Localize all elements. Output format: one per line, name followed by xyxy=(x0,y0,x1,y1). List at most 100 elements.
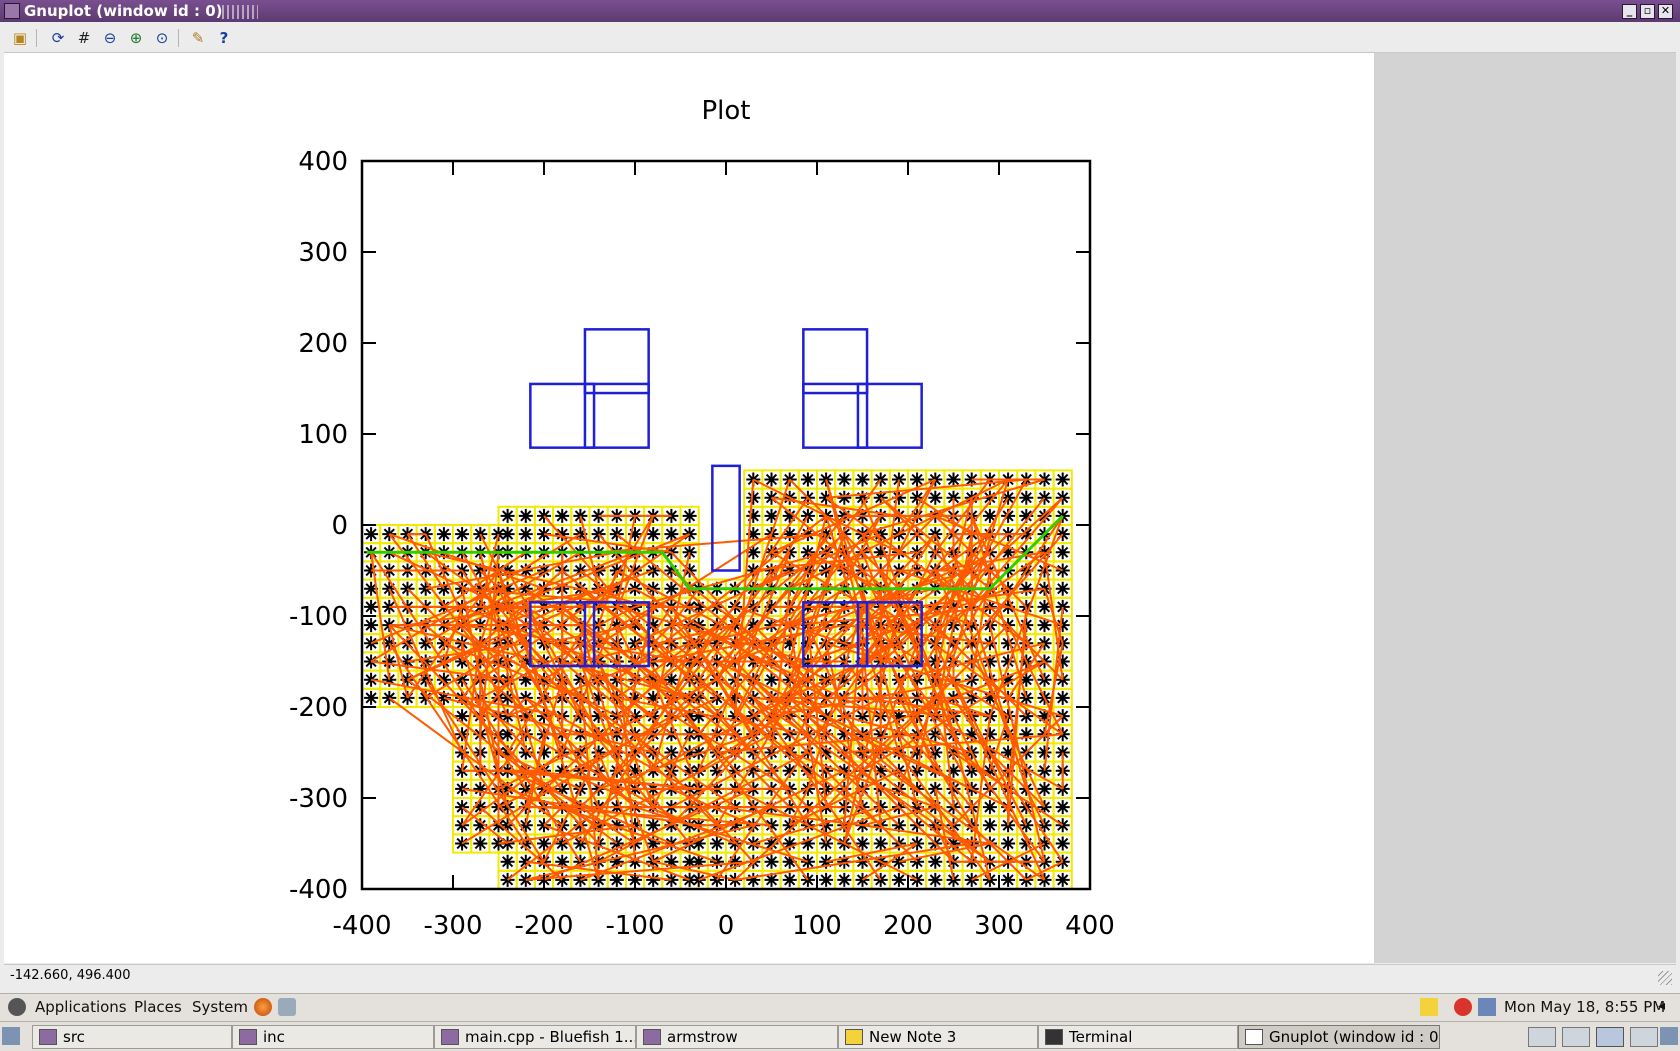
taskbar-item-7[interactable]: Gnuplot (window id : 0) xyxy=(1238,1025,1440,1049)
sample-point xyxy=(691,854,706,869)
menu-applications[interactable]: Applications xyxy=(35,998,127,1016)
sample-point xyxy=(364,527,379,542)
autoscale-icon[interactable]: ⊙ xyxy=(155,29,169,47)
tomboy-note-icon[interactable] xyxy=(1420,998,1438,1016)
taskbar-item-2[interactable]: inc xyxy=(232,1025,434,1049)
roadmap-edge xyxy=(934,478,991,553)
show-desktop-icon[interactable] xyxy=(2,1027,20,1045)
menu-system[interactable]: System xyxy=(192,998,248,1016)
roadmap-edge xyxy=(506,570,600,735)
roadmap-edge xyxy=(524,679,564,808)
sample-point xyxy=(691,709,706,724)
roadmap-edge xyxy=(752,678,973,863)
sample-point xyxy=(646,872,661,887)
zoom-previous-icon[interactable]: ⊖ xyxy=(103,29,117,47)
taskbar-item-4[interactable]: armstrow xyxy=(636,1025,838,1049)
x-tick-label: -400 xyxy=(332,911,391,941)
roadmap-edge xyxy=(370,551,527,790)
sample-point xyxy=(691,836,706,851)
clock[interactable]: Mon May 18, 8:55 PM xyxy=(1504,998,1666,1016)
roadmap-edge xyxy=(806,625,828,808)
sample-point xyxy=(473,781,488,796)
sample-point xyxy=(500,508,515,523)
trash-icon[interactable] xyxy=(1660,1027,1678,1045)
roadmap-edge xyxy=(934,588,991,681)
menu-places[interactable]: Places xyxy=(134,998,182,1016)
sample-point xyxy=(855,854,870,869)
sample-point xyxy=(591,709,606,724)
network-icon[interactable] xyxy=(1478,998,1496,1016)
roadmap-edge xyxy=(698,806,900,881)
sample-point xyxy=(537,527,551,542)
taskbar-item-5[interactable]: New Note 3 xyxy=(838,1025,1038,1049)
y-tick-label: 400 xyxy=(298,147,348,177)
gnome-foot-icon[interactable] xyxy=(8,998,26,1016)
close-icon[interactable]: ✕ xyxy=(1658,4,1673,19)
roadmap-edge xyxy=(670,497,809,699)
resize-grip[interactable] xyxy=(1658,971,1672,985)
sample-point xyxy=(609,527,624,542)
replot-icon[interactable]: ⟳ xyxy=(51,29,65,47)
note-icon xyxy=(845,1029,863,1045)
roadmap-edge xyxy=(580,806,772,881)
workspace-1-icon[interactable] xyxy=(1528,1027,1556,1047)
roadmap-edge xyxy=(370,552,391,680)
maximize-icon[interactable]: ▫ xyxy=(1640,4,1655,19)
sample-point xyxy=(628,745,642,760)
sample-point xyxy=(609,872,624,887)
sample-point xyxy=(664,854,679,869)
workspace-4-icon[interactable] xyxy=(1630,1027,1658,1047)
minimize-icon[interactable]: _ xyxy=(1622,4,1637,19)
sample-point xyxy=(855,472,870,487)
sample-point xyxy=(682,709,697,724)
top-panel: Applications Places System Mon May 18, 8… xyxy=(0,993,1680,1021)
y-tick-label: 100 xyxy=(298,420,348,450)
sample-point xyxy=(964,727,979,742)
copy-to-clipboard-icon[interactable]: ▣ xyxy=(12,29,28,47)
y-tick-label: 0 xyxy=(331,511,348,541)
y-tick-label: -100 xyxy=(289,602,348,632)
solution-path xyxy=(366,514,1064,591)
taskbar-item-6[interactable]: Terminal xyxy=(1038,1025,1238,1049)
sample-point xyxy=(473,836,488,851)
sample-point xyxy=(746,508,761,523)
roadmap-edge xyxy=(525,606,672,699)
sample-point xyxy=(946,836,961,851)
help-icon[interactable]: ? xyxy=(219,29,229,47)
plot-canvas[interactable]: Plot -400 -300 -200 -100 0 100 200 300 400 400 300 2… xyxy=(4,53,1374,963)
roadmap-edge xyxy=(579,643,600,771)
sample-point xyxy=(500,527,515,542)
sample-point xyxy=(928,872,943,887)
sample-point xyxy=(928,854,943,869)
zoom-next-icon[interactable]: ⊕ xyxy=(129,29,143,47)
sample-point xyxy=(982,690,997,705)
update-notifier-icon[interactable] xyxy=(1454,998,1472,1016)
grid-icon[interactable]: # xyxy=(77,29,91,47)
roadmap-edge xyxy=(616,515,827,681)
sample-point xyxy=(928,527,943,542)
sample-point xyxy=(855,836,870,851)
taskbar-item-1[interactable]: src xyxy=(32,1025,232,1049)
obstacle-rect xyxy=(802,601,869,668)
wrench-icon[interactable]: ✎ xyxy=(191,29,205,47)
firefox-icon[interactable] xyxy=(254,998,272,1016)
window-menu-icon[interactable] xyxy=(4,3,20,19)
x-tick-label: 200 xyxy=(883,911,933,941)
roadmap-edge xyxy=(753,806,881,845)
roadmap-edge xyxy=(543,806,772,827)
sample-point xyxy=(837,472,852,487)
obstacle-rect xyxy=(583,328,650,395)
workspace-3-icon[interactable] xyxy=(1596,1027,1624,1047)
sample-point xyxy=(873,545,888,560)
window-titlebar[interactable]: Gnuplot (window id : 0) _ ▫ ✕ xyxy=(0,0,1680,22)
sample-point xyxy=(500,690,515,705)
email-icon[interactable] xyxy=(278,998,296,1016)
workspace-2-icon[interactable] xyxy=(1562,1027,1590,1047)
sample-point xyxy=(764,672,779,687)
roadmap-edge xyxy=(1043,643,1064,735)
sample-point xyxy=(1055,527,1070,542)
roadmap-edge xyxy=(506,751,673,881)
volume-icon[interactable]: ◂ xyxy=(1658,998,1666,1014)
x-tick-label: 400 xyxy=(1065,911,1115,941)
taskbar-item-3[interactable]: main.cpp - Bluefish 1.... xyxy=(434,1025,636,1049)
